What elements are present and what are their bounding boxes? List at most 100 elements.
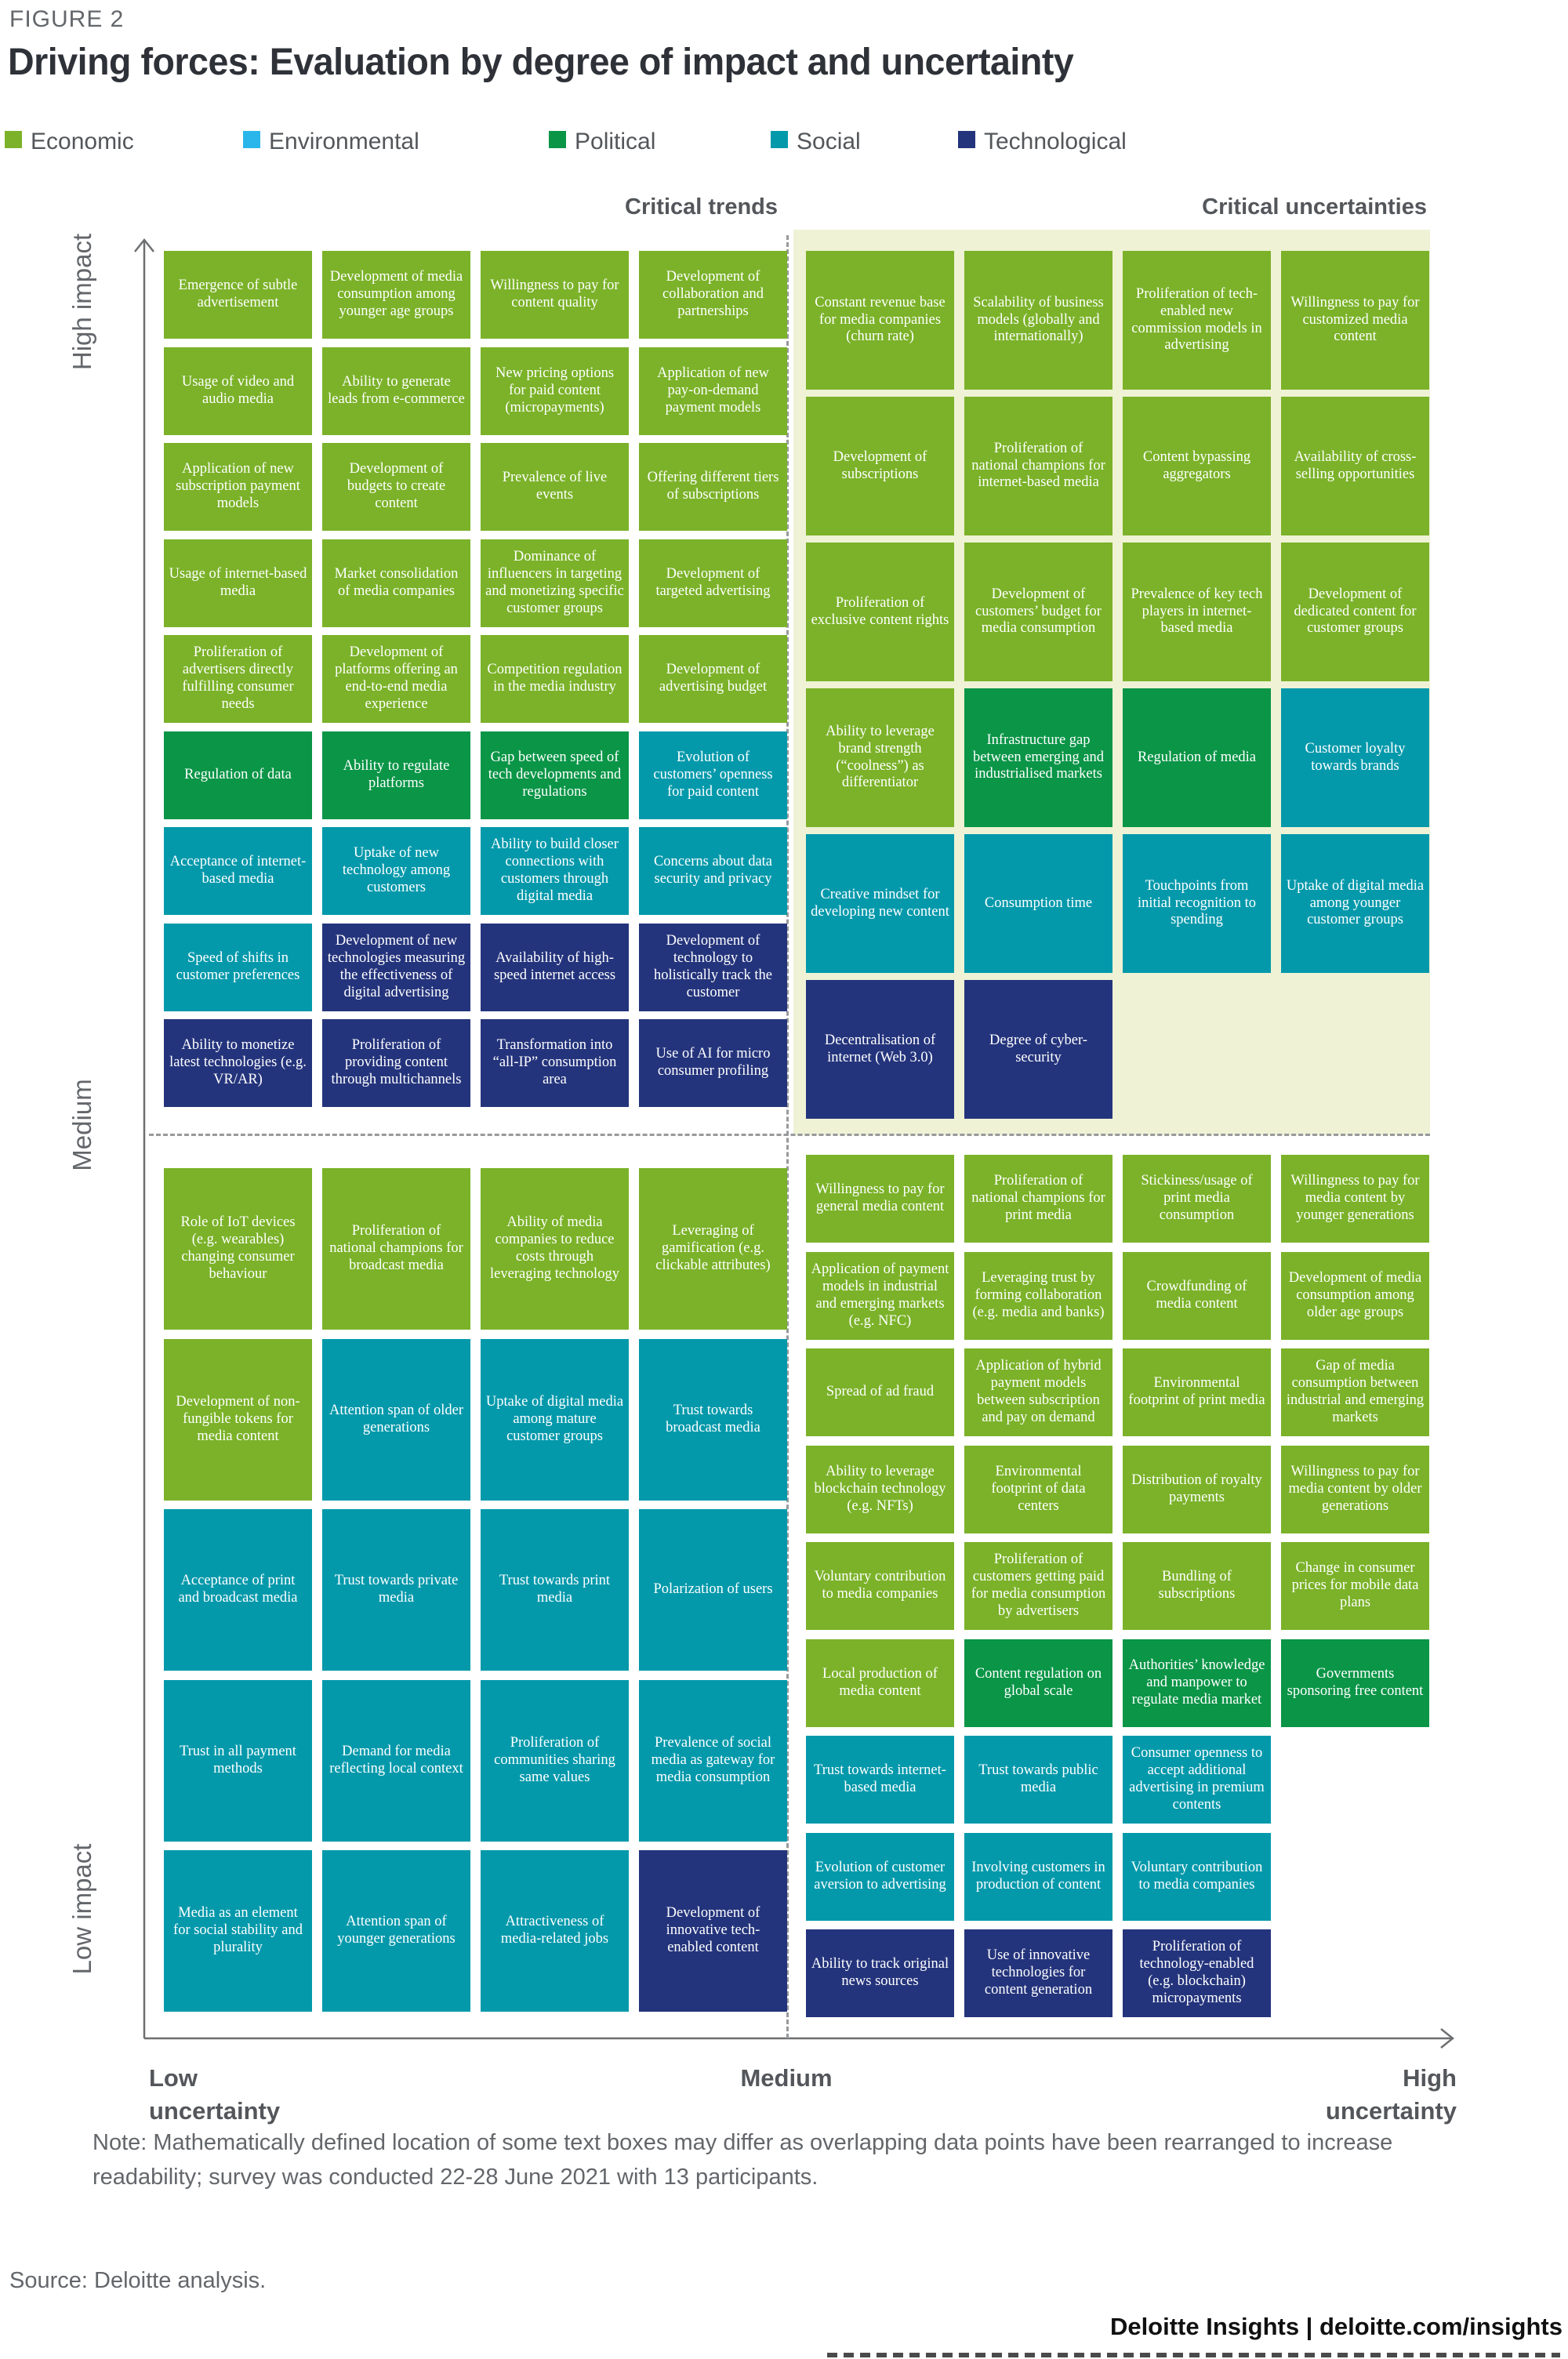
matrix-box-economic: Proliferation of national champions for … [964, 1155, 1112, 1243]
page-title: Driving forces: Evaluation by degree of … [8, 42, 1074, 83]
y-axis-arrow-icon [134, 238, 154, 252]
matrix-box-economic: Application of new subscription payment … [164, 443, 312, 531]
matrix-box-economic: Proliferation of national champions for … [322, 1168, 470, 1330]
matrix-box-economic: Proliferation of advertisers directly fu… [164, 635, 312, 723]
matrix-box-technological: Availability of high-speed internet acce… [481, 924, 629, 1011]
matrix-box-political: Regulation of data [164, 731, 312, 819]
legend-label: Environmental [269, 129, 419, 154]
matrix-box-political: Authorities’ knowledge and manpower to r… [1123, 1639, 1271, 1727]
impact-divider-line [149, 1134, 1430, 1136]
matrix-box-economic: Willingness to pay for general media con… [806, 1155, 954, 1243]
matrix-box-technological: Proliferation of technology-enabled (e.g… [1123, 1929, 1271, 2017]
source-text: Source: Deloitte analysis. [9, 2268, 267, 2293]
matrix-box-social: Trust in all payment methods [164, 1680, 312, 1842]
matrix-box-economic: Willingness to pay for media content by … [1281, 1446, 1429, 1533]
matrix-box-political: Governments sponsoring free content [1281, 1639, 1429, 1727]
y-axis-label-low-impact: Low impact [67, 1843, 96, 1975]
matrix-box-economic: Spread of ad fraud [806, 1348, 954, 1436]
legend-label: Political [575, 129, 656, 154]
matrix-box-economic: Competition regulation in the media indu… [481, 635, 629, 723]
legend-swatch-icon [771, 131, 788, 148]
matrix-box-technological: Ability to monetize latest technologies … [164, 1019, 312, 1107]
uncertainty-divider-line [786, 235, 789, 2038]
matrix-box-economic: Development of customers’ budget for med… [964, 543, 1112, 681]
legend-label: Technological [984, 129, 1127, 154]
matrix-box-social: Uptake of digital media among younger cu… [1281, 834, 1429, 973]
matrix-box-economic: Development of media consumption among y… [322, 251, 470, 339]
page-edge-artifact [827, 2353, 1560, 2357]
matrix-box-economic: Availability of cross-selling opportunit… [1281, 397, 1429, 535]
matrix-box-technological: Development of innovative tech-enabled c… [639, 1850, 787, 2012]
matrix-box-technological: Transformation into “all-IP” consumption… [481, 1019, 629, 1107]
matrix-box-economic: Development of dedicated content for cus… [1281, 543, 1429, 681]
matrix-box-social: Trust towards print media [481, 1509, 629, 1671]
matrix-box-social: Evolution of customer aversion to advert… [806, 1833, 954, 1921]
matrix-box-economic: Dominance of influencers in targeting an… [481, 539, 629, 627]
matrix-box-social: Consumer openness to accept additional a… [1123, 1736, 1271, 1824]
matrix-box-technological: Ability to track original news sources [806, 1929, 954, 2017]
matrix-box-economic: Voluntary contribution to media companie… [806, 1542, 954, 1630]
matrix-box-social: Attractiveness of media-related jobs [481, 1850, 629, 2012]
matrix-box-economic: Usage of video and audio media [164, 347, 312, 435]
matrix-box-social: Demand for media reflecting local contex… [322, 1680, 470, 1842]
matrix-box-economic: Leveraging trust by forming collaboratio… [964, 1252, 1112, 1340]
matrix-box-social: Ability to build closer connections with… [481, 827, 629, 915]
matrix-box-economic: Ability to generate leads from e-commerc… [322, 347, 470, 435]
matrix-box-economic: Development of subscriptions [806, 397, 954, 535]
matrix-box-economic: Application of hybrid payment models bet… [964, 1348, 1112, 1436]
matrix-box-economic: Proliferation of exclusive content right… [806, 543, 954, 681]
matrix-box-economic: Environmental footprint of data centers [964, 1446, 1112, 1533]
matrix-box-social: Attention span of younger generations [322, 1850, 470, 2012]
matrix-box-economic: Change in consumer prices for mobile dat… [1281, 1542, 1429, 1630]
matrix-box-social: Proliferation of communities sharing sam… [481, 1680, 629, 1842]
matrix-box-social: Concerns about data security and privacy [639, 827, 787, 915]
legend-swatch-icon [549, 131, 566, 148]
matrix-box-technological: Decentralisation of internet (Web 3.0) [806, 980, 954, 1119]
matrix-box-social: Prevalence of social media as gateway fo… [639, 1680, 787, 1842]
matrix-box-social: Trust towards internet-based media [806, 1736, 954, 1824]
matrix-box-social: Trust towards broadcast media [639, 1339, 787, 1501]
matrix-box-technological: Use of innovative technologies for conte… [964, 1929, 1112, 2017]
matrix-box-economic: Environmental footprint of print media [1123, 1348, 1271, 1436]
matrix-box-social: Uptake of digital media among mature cus… [481, 1339, 629, 1501]
header-critical-uncertainties: Critical uncertainties [1202, 194, 1427, 220]
matrix-box-social: Uptake of new technology among customers [322, 827, 470, 915]
matrix-box-economic: Development of budgets to create content [322, 443, 470, 531]
footer-brand: Deloitte Insights | deloitte.com/insight… [1109, 2313, 1563, 2340]
matrix-box-political: Content regulation on global scale [964, 1639, 1112, 1727]
matrix-box-social: Acceptance of print and broadcast media [164, 1509, 312, 1671]
matrix-box-political: Infrastructure gap between emerging and … [964, 688, 1112, 827]
matrix-box-social: Consumption time [964, 834, 1112, 973]
matrix-box-economic: Ability to leverage brand strength (“coo… [806, 688, 954, 827]
matrix-box-economic: Development of non-fungible tokens for m… [164, 1339, 312, 1501]
matrix-box-economic: Stickiness/usage of print media consumpt… [1123, 1155, 1271, 1243]
matrix-box-technological: Degree of cyber-security [964, 980, 1112, 1119]
matrix-box-economic: Development of collaboration and partner… [639, 251, 787, 339]
matrix-box-technological: Proliferation of providing content throu… [322, 1019, 470, 1107]
matrix-box-economic: Bundling of subscriptions [1123, 1542, 1271, 1630]
y-axis-label-medium: Medium [67, 1079, 96, 1171]
matrix-box-economic: Willingness to pay for customized media … [1281, 251, 1429, 390]
matrix-box-social: Trust towards private media [322, 1509, 470, 1671]
legend-label: Social [797, 129, 861, 154]
matrix-box-technological: Development of technology to holisticall… [639, 924, 787, 1011]
matrix-box-economic: Proliferation of national champions for … [964, 397, 1112, 535]
matrix-box-economic: Offering different tiers of subscription… [639, 443, 787, 531]
matrix-box-social: Evolution of customers’ openness for pai… [639, 731, 787, 819]
matrix-box-social: Speed of shifts in customer preferences [164, 924, 312, 1011]
matrix-box-economic: Ability of media companies to reduce cos… [481, 1168, 629, 1330]
x-axis-label-low-uncertainty: Low uncertainty [149, 2064, 281, 2125]
matrix-box-political: Ability to regulate platforms [322, 731, 470, 819]
matrix-box-economic: Gap of media consumption between industr… [1281, 1348, 1429, 1436]
matrix-box-economic: Ability to leverage blockchain technolog… [806, 1446, 954, 1533]
matrix-box-social: Touchpoints from initial recognition to … [1123, 834, 1271, 973]
x-axis-label-medium: Medium [740, 2064, 833, 2092]
matrix-box-technological: Development of new technologies measurin… [322, 924, 470, 1011]
matrix-box-economic: Scalability of business models (globally… [964, 251, 1112, 390]
matrix-box-economic: Prevalence of key tech players in intern… [1123, 543, 1271, 681]
matrix-box-social: Acceptance of internet-based media [164, 827, 312, 915]
matrix-box-social: Involving customers in production of con… [964, 1833, 1112, 1921]
matrix-box-economic: Proliferation of customers getting paid … [964, 1542, 1112, 1630]
legend-swatch-icon [5, 131, 22, 148]
matrix-box-economic: New pricing options for paid content (mi… [481, 347, 629, 435]
